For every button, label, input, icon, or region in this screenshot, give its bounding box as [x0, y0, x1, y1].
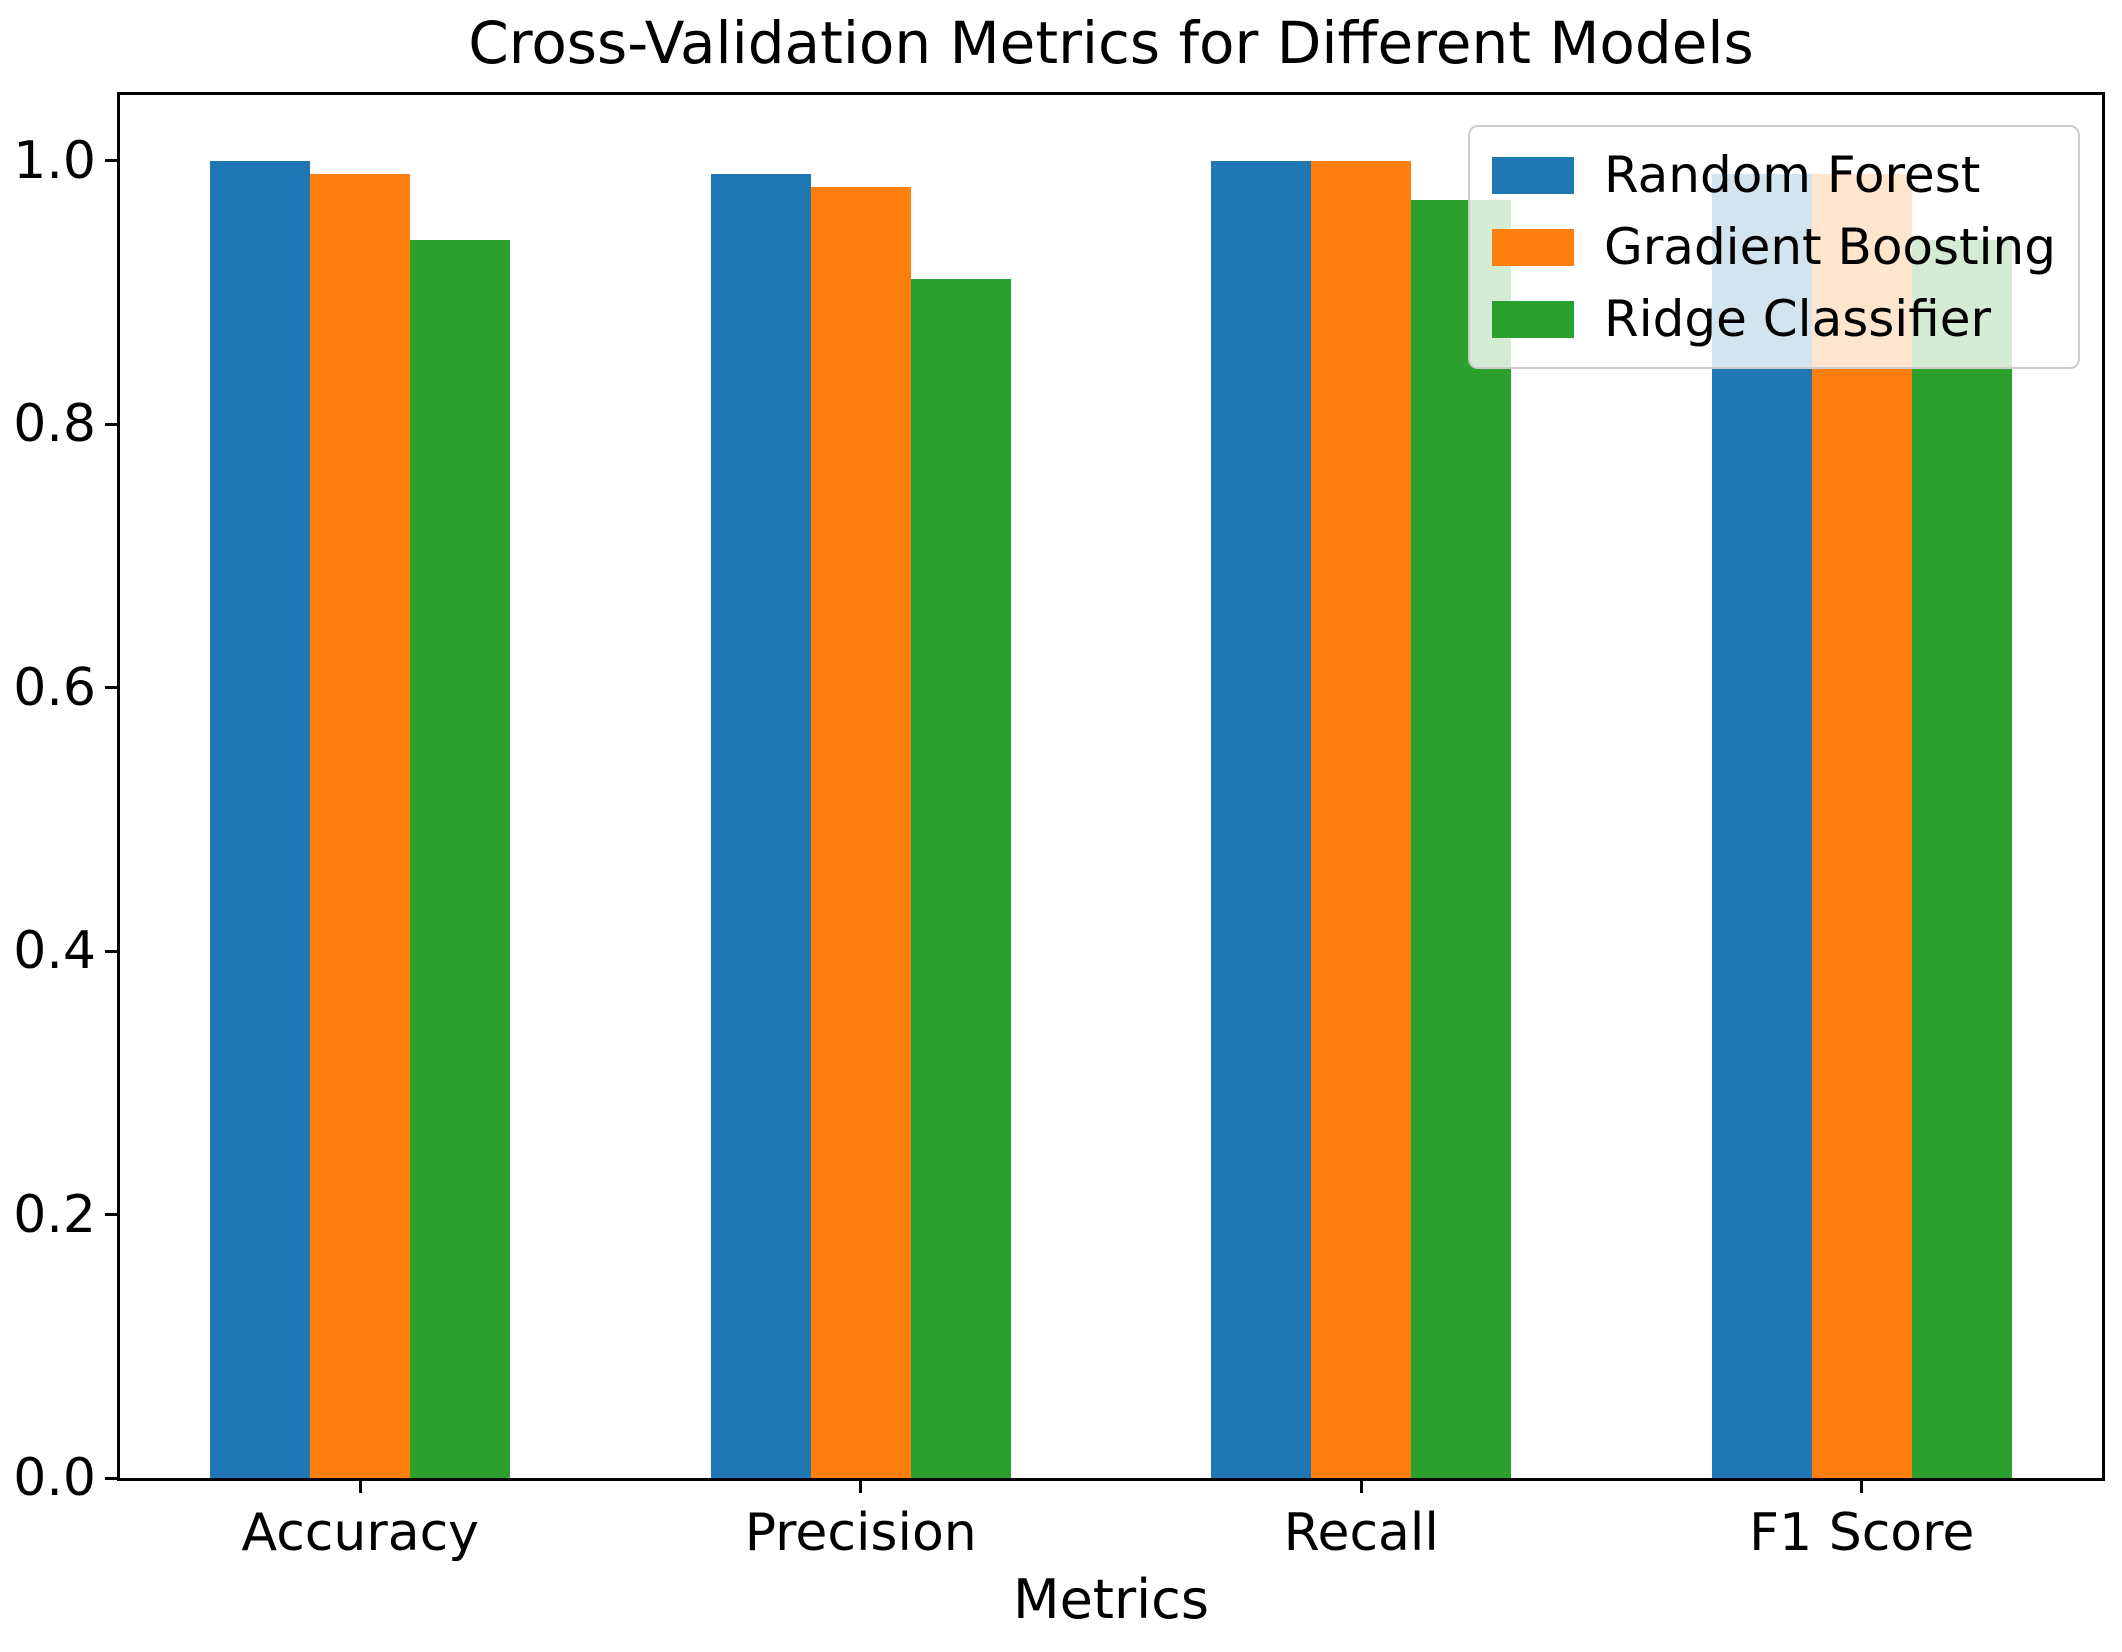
- x-tick-mark: [1860, 1478, 1864, 1493]
- y-tick-label: 0.4: [13, 921, 96, 982]
- bar-random-forest-precision: [710, 174, 811, 1478]
- legend-label: Gradient Boosting: [1604, 218, 2056, 276]
- plot-area: Random Forest Gradient Boosting Ridge Clas…: [117, 92, 2105, 1481]
- y-tick-label: 1.0: [13, 130, 96, 191]
- bar-gradient-boosting-f1-score: [1811, 174, 1912, 1478]
- legend-item-random-forest: Random Forest: [1492, 143, 2056, 207]
- x-tick-label-f1-score: F1 Score: [1749, 1503, 1975, 1563]
- x-tick-label-precision: Precision: [744, 1503, 977, 1563]
- y-tick-label: 0.8: [13, 394, 96, 455]
- y-tick-mark: [105, 159, 120, 163]
- x-tick-mark: [859, 1478, 863, 1493]
- y-tick-label: 0.0: [13, 1448, 96, 1508]
- y-tick-mark: [105, 422, 120, 426]
- bar-ridge-classifier-precision: [910, 279, 1011, 1478]
- y-tick-mark: [105, 686, 120, 690]
- x-tick-label-accuracy: Accuracy: [241, 1503, 479, 1563]
- y-tick-mark: [105, 1213, 120, 1217]
- x-tick-mark: [358, 1478, 362, 1493]
- bar-gradient-boosting-accuracy: [310, 174, 411, 1478]
- bar-gradient-boosting-recall: [1311, 160, 1412, 1478]
- chart-title: Cross-Validation Metrics for Different M…: [468, 9, 1754, 77]
- y-tick-mark: [105, 1476, 120, 1480]
- bar-random-forest-recall: [1211, 160, 1312, 1478]
- legend-item-ridge-classifier: Ridge Classifier: [1492, 287, 2056, 351]
- bar-gradient-boosting-precision: [810, 187, 911, 1478]
- bar-random-forest-f1-score: [1711, 174, 1812, 1478]
- legend-label: Random Forest: [1604, 146, 1981, 204]
- bar-random-forest-accuracy: [210, 160, 311, 1478]
- bar-ridge-classifier-recall: [1411, 200, 1512, 1478]
- legend-swatch-random-forest: [1492, 156, 1574, 194]
- legend-item-gradient-boosting: Gradient Boosting: [1492, 215, 2056, 279]
- bars-layer: [120, 95, 2102, 1478]
- legend-swatch-ridge-classifier: [1492, 300, 1574, 338]
- x-tick-label-recall: Recall: [1283, 1503, 1439, 1563]
- legend-swatch-gradient-boosting: [1492, 228, 1574, 266]
- bar-ridge-classifier-accuracy: [410, 239, 511, 1478]
- y-tick-label: 0.2: [13, 1184, 96, 1245]
- bar-ridge-classifier-f1-score: [1911, 239, 2012, 1478]
- legend: Random Forest Gradient Boosting Ridge Clas…: [1468, 125, 2080, 369]
- legend-label: Ridge Classifier: [1604, 290, 1992, 348]
- y-tick-mark: [105, 949, 120, 953]
- y-tick-label: 0.6: [13, 657, 96, 718]
- x-tick-mark: [1359, 1478, 1363, 1493]
- x-axis-label: Metrics: [1012, 1568, 1209, 1631]
